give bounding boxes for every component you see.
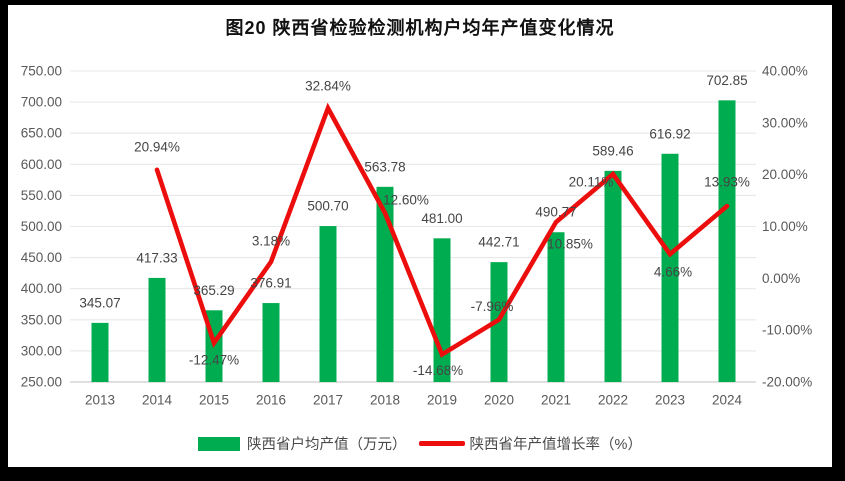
- y-tick-label-left: 750.00: [21, 64, 62, 79]
- x-tick-label: 2021: [541, 393, 571, 408]
- x-tick-label: 2014: [142, 393, 173, 408]
- bar-value-label: 563.78: [364, 159, 405, 174]
- bar-2017: [319, 226, 337, 382]
- legend-bar-swatch-icon: [198, 436, 241, 451]
- line-value-label: 20.11%: [569, 175, 614, 190]
- y-tick-label-left: 550.00: [21, 188, 62, 203]
- bar-2016: [262, 303, 280, 382]
- document-page: 图20 陕西省检验检测机构户均年产值变化情况 750.00 700.00 650.0…: [8, 5, 832, 467]
- legend-line-swatch-icon: [418, 441, 465, 446]
- bar-2018: [376, 186, 394, 382]
- x-tick-label: 2018: [370, 393, 400, 408]
- bar-2013: [91, 322, 109, 382]
- y-tick-label-right: 40.00%: [762, 64, 808, 79]
- y-tick-label-left: 400.00: [21, 281, 62, 296]
- bar-value-label: 376.91: [250, 276, 291, 291]
- y-tick-label-right: 30.00%: [762, 115, 808, 130]
- y-tick-label-right: 20.00%: [762, 167, 808, 182]
- line-value-label: 20.94%: [134, 139, 180, 154]
- chart-title: 图20 陕西省检验检测机构户均年产值变化情况: [225, 18, 615, 38]
- line-value-label: -12.47%: [189, 352, 239, 367]
- bar-2022: [604, 170, 622, 382]
- y-tick-label-right: 0.00%: [762, 271, 800, 286]
- line-value-label: 4.66%: [654, 265, 692, 280]
- y-tick-label-left: 700.00: [21, 95, 62, 110]
- y-tick-label-right: 10.00%: [762, 219, 808, 234]
- y-tick-label-right: -20.00%: [762, 375, 812, 390]
- line-value-label: -7.96%: [471, 299, 514, 314]
- x-tick-label: 2019: [427, 393, 457, 408]
- x-tick-label: 2023: [655, 393, 685, 408]
- bar-value-label: 500.70: [307, 199, 348, 214]
- combo-chart: 750.00 700.00 650.00 600.00 550.00 500.00 450.…: [21, 64, 813, 408]
- chart-legend: 陕西省户均产值（万元） 陕西省年产值增长率（%）: [8, 433, 832, 454]
- bar-2024: [718, 100, 736, 382]
- bar-2019: [433, 238, 451, 382]
- bar-value-label: 702.85: [706, 73, 747, 88]
- y-tick-label-right: -10.00%: [762, 323, 812, 338]
- y-tick-label-left: 300.00: [21, 343, 62, 358]
- line-value-label: 3.18%: [252, 233, 290, 248]
- y-tick-label-left: 500.00: [21, 219, 62, 234]
- x-tick-label: 2024: [712, 393, 743, 408]
- bar-2023: [661, 153, 679, 382]
- bar-2014: [148, 277, 166, 382]
- growth-line: [154, 102, 730, 358]
- bar-value-label: 490.77: [535, 205, 576, 220]
- x-tick-label: 2022: [598, 393, 628, 408]
- x-tick-label: 2020: [484, 393, 514, 408]
- bar-value-label: 417.33: [136, 250, 177, 265]
- line-value-label: 32.84%: [305, 79, 351, 94]
- y-tick-label-left: 250.00: [21, 375, 62, 390]
- bar-value-label: 616.92: [649, 126, 690, 141]
- y-tick-label-left: 450.00: [21, 250, 62, 265]
- y-tick-label-left: 350.00: [21, 312, 62, 327]
- line-value-label: 13.93%: [704, 175, 750, 190]
- bar-2021: [547, 232, 565, 382]
- x-tick-label: 2015: [199, 393, 229, 408]
- legend-bar-label: 陕西省户均产值（万元）: [247, 437, 407, 453]
- bar-value-label: 365.29: [193, 283, 234, 298]
- bar-value-label: 589.46: [592, 143, 633, 158]
- x-tick-label: 2013: [85, 393, 115, 408]
- x-tick-label: 2016: [256, 393, 286, 408]
- line-value-label: -14.68%: [413, 363, 463, 378]
- line-value-label: 10.85%: [547, 237, 593, 252]
- bar-value-label: 345.07: [79, 295, 120, 310]
- legend-line-label: 陕西省年产值增长率（%）: [469, 437, 642, 453]
- line-value-label: 12.60%: [383, 193, 429, 208]
- y-tick-label-left: 600.00: [21, 157, 62, 172]
- bar-value-label: 481.00: [421, 211, 462, 226]
- bar-value-label: 442.71: [478, 235, 519, 250]
- y-tick-label-left: 650.00: [21, 126, 62, 141]
- x-tick-label: 2017: [313, 393, 343, 408]
